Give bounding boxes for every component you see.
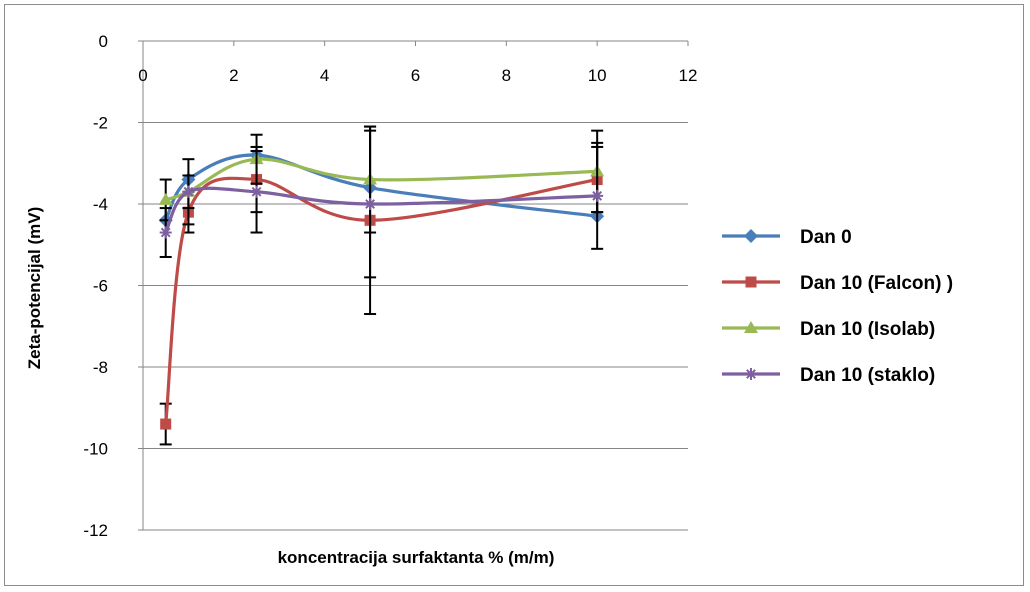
data-point-star bbox=[364, 198, 377, 210]
y-tick-label: -8 bbox=[93, 358, 108, 377]
y-tick-label: 0 bbox=[99, 32, 108, 51]
x-tick-label: 6 bbox=[411, 66, 420, 85]
gridlines bbox=[143, 40, 688, 531]
y-tick-label: -4 bbox=[93, 195, 108, 214]
data-point-star bbox=[745, 368, 757, 380]
legend-label: Dan 10 (staklo) bbox=[800, 365, 935, 386]
legend: Dan 0 Dan 10 (Falcon) ) Dan 10 (Isolab) Dan… bbox=[722, 227, 953, 386]
data-point-triangle bbox=[744, 321, 758, 333]
y-tick-label: -6 bbox=[93, 277, 108, 296]
data-point-star bbox=[159, 226, 172, 239]
x-tick-label: 10 bbox=[588, 66, 607, 85]
x-tick-label: 0 bbox=[138, 66, 147, 85]
data-point-triangle bbox=[158, 192, 173, 205]
data-point-diamond bbox=[744, 229, 758, 243]
legend-label: Dan 10 (Isolab) bbox=[800, 319, 935, 340]
y-axis-title: Zeta-potencijal (mV) bbox=[25, 207, 44, 369]
legend-entry: Dan 10 (staklo) bbox=[722, 365, 935, 386]
data-point-star bbox=[182, 185, 195, 198]
legend-entry: Dan 10 (Falcon) ) bbox=[722, 273, 953, 294]
series-line bbox=[164, 176, 598, 425]
series-layer bbox=[158, 125, 605, 446]
legend-entry: Dan 10 (Isolab) bbox=[722, 319, 935, 340]
legend-entry: Dan 0 bbox=[722, 227, 852, 248]
y-tick-labels: 0 -2 -4 -6 -8 -10 -12 bbox=[83, 32, 143, 540]
y-tick-label: -12 bbox=[83, 521, 108, 540]
data-point-square bbox=[160, 418, 172, 430]
data-point-square bbox=[745, 276, 757, 288]
y-tick-label: -10 bbox=[83, 440, 108, 459]
x-tick-label: 2 bbox=[229, 66, 238, 85]
data-point-star bbox=[250, 185, 263, 198]
x-tick-label: 4 bbox=[320, 66, 329, 85]
x-tick-label: 12 bbox=[679, 66, 698, 85]
series-4 bbox=[159, 129, 604, 279]
x-axis-title: koncentracija surfaktanta % (m/m) bbox=[278, 548, 555, 567]
x-tick-label: 8 bbox=[502, 66, 511, 85]
legend-label: Dan 10 (Falcon) ) bbox=[800, 273, 953, 294]
x-tick-labels: 0 2 4 6 8 10 12 bbox=[138, 41, 697, 85]
legend-label: Dan 0 bbox=[800, 227, 852, 248]
y-tick-label: -2 bbox=[93, 114, 108, 133]
data-point-star bbox=[591, 189, 604, 202]
